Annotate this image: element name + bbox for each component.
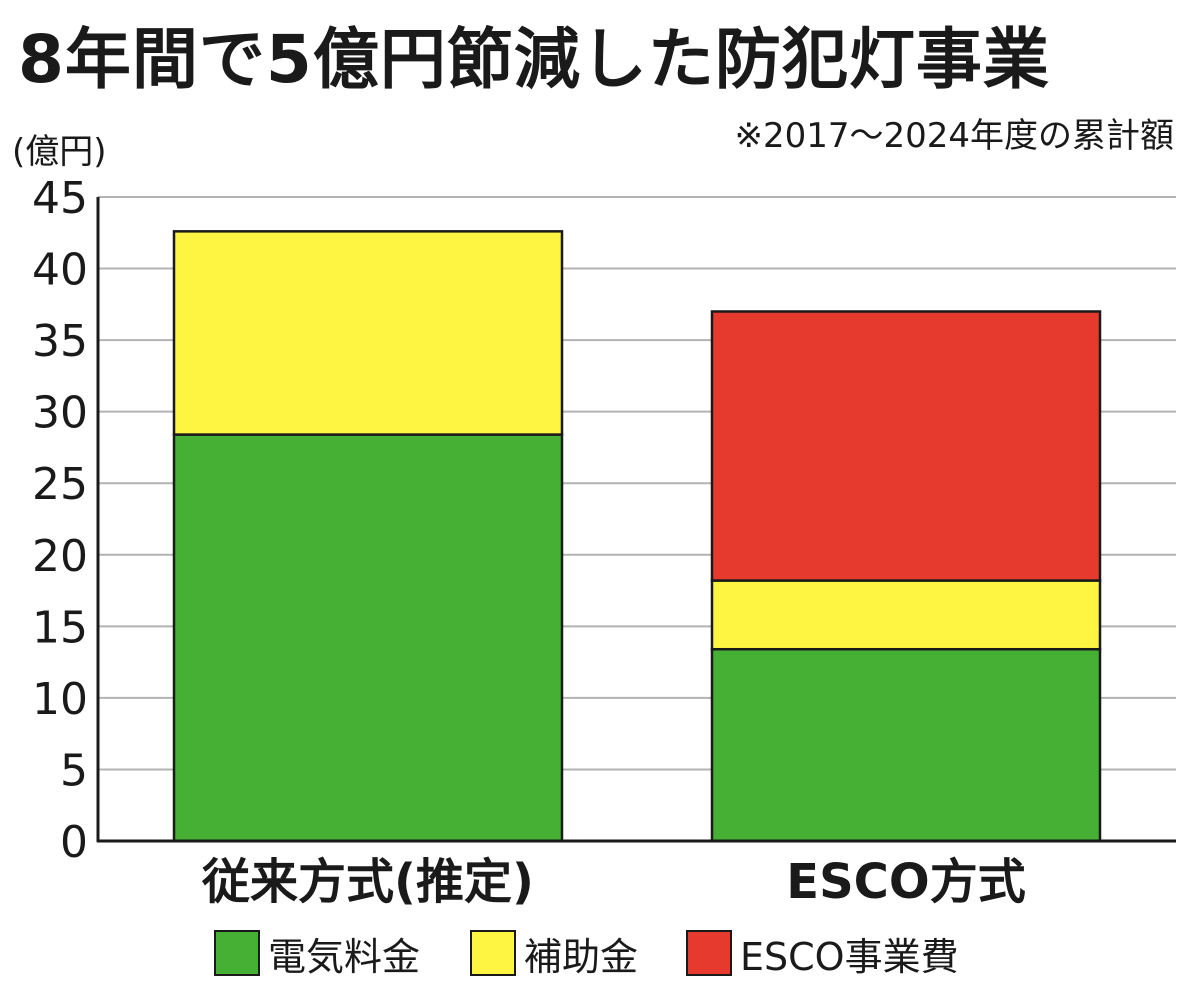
legend-swatch-esco-cost: [686, 930, 732, 976]
bar-segment-1-0: [710, 647, 1102, 843]
bar-segment-0-1: [172, 230, 564, 436]
legend-item-electricity: 電気料金: [214, 928, 421, 979]
y-tick-label-30: 30: [32, 388, 88, 439]
chart-subtitle: ※2017〜2024年度の累計額: [734, 116, 1174, 156]
stacked-bar-chart: 0 5 10 15 20 25 30 35 40 45 従来方式(推定) ESCO方式: [32, 173, 1176, 910]
legend-label-subsidy: 補助金: [524, 934, 639, 979]
legend-item-esco-cost: ESCO事業費: [686, 928, 959, 979]
bar-segment-1-2: [710, 310, 1102, 582]
legend-swatch-subsidy: [470, 930, 516, 976]
legend-label-electricity: 電気料金: [268, 934, 421, 979]
bar-segment-1-1: [710, 579, 1102, 651]
y-tick-label-5: 5: [60, 745, 88, 796]
y-tick-label-40: 40: [32, 245, 88, 296]
x-category-label-1: ESCO方式: [786, 854, 1025, 910]
y-tick-label-10: 10: [32, 674, 88, 725]
bar-segment-0-0: [172, 433, 564, 843]
x-category-label-0: 従来方式(推定): [201, 854, 534, 910]
y-tick-label-0: 0: [60, 817, 88, 868]
y-tick-label-25: 25: [32, 459, 88, 510]
y-tick-label-15: 15: [32, 602, 88, 653]
legend-label-esco-cost: ESCO事業費: [740, 934, 959, 979]
y-tick-label-45: 45: [32, 173, 88, 224]
y-tick-label-20: 20: [32, 531, 88, 582]
y-tick-label-35: 35: [32, 316, 88, 367]
y-axis-unit-label: (億円): [12, 132, 107, 172]
legend-item-subsidy: 補助金: [470, 928, 639, 979]
legend-swatch-electricity: [214, 930, 260, 976]
chart-title: 8年間で5億円節減した防犯灯事業: [18, 21, 1050, 98]
